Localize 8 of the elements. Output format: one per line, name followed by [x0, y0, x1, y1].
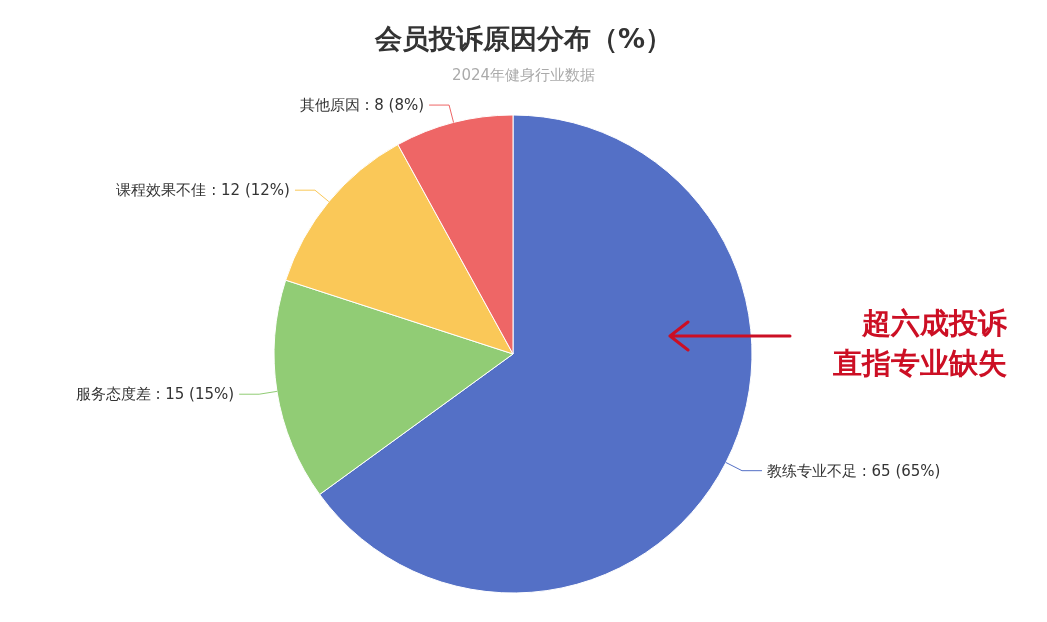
slice-label: 其他原因 : 8 (8%)	[299, 96, 425, 115]
slice-label: 教练专业不足 : 65 (65%)	[766, 461, 941, 480]
slice-label: 课程效果不佳 : 12 (12%)	[116, 181, 290, 200]
text: 直指专业缺失	[832, 346, 1007, 380]
chart-title: 会员投诉原因分布（%）	[373, 23, 673, 54]
chart-subtitle: 2024年健身行业数据	[451, 66, 596, 84]
text: 超六成投诉	[861, 306, 1008, 340]
slice-label: 服务态度差 : 15 (15%)	[75, 385, 235, 404]
